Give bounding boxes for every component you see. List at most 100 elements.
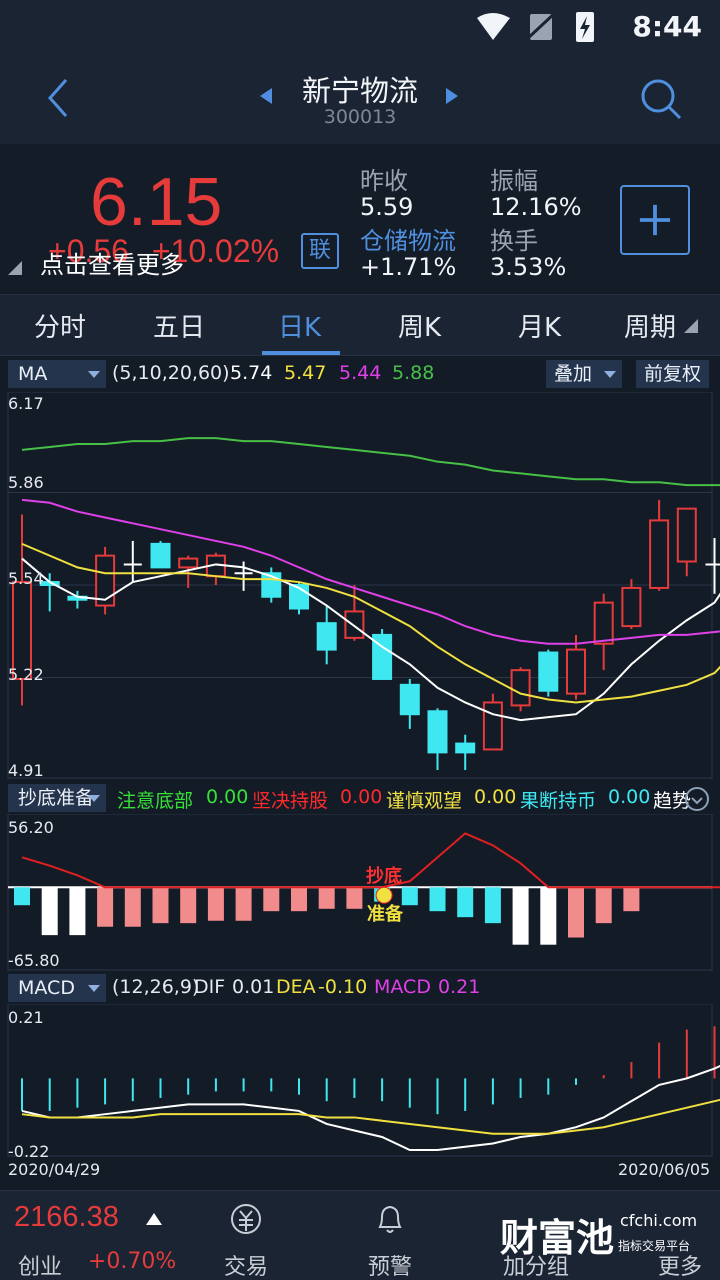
legend-cash-label: 果断持币 bbox=[520, 790, 597, 812]
ma-dropdown-label: MA bbox=[18, 363, 48, 385]
nav-more[interactable]: 更多 bbox=[630, 1191, 720, 1280]
next-stock-icon[interactable] bbox=[444, 86, 460, 106]
candle bbox=[95, 546, 116, 615]
index-value[interactable]: 2166.38 bbox=[14, 1201, 119, 1233]
chevron-down-icon bbox=[88, 795, 100, 802]
candle bbox=[150, 540, 171, 569]
tab-weekly-k[interactable]: 周K bbox=[398, 313, 442, 343]
watermark-subtitle: 指标交易平台 bbox=[618, 1239, 691, 1253]
tab-five-day[interactable]: 五日 bbox=[153, 313, 206, 343]
legend-watch-label: 谨慎观望 bbox=[386, 790, 463, 812]
candle-body bbox=[150, 542, 171, 569]
header: 新宁物流 300013 bbox=[0, 52, 720, 144]
up-arrow-icon bbox=[146, 1213, 162, 1225]
candle-body bbox=[344, 610, 365, 639]
candle bbox=[482, 693, 503, 751]
candle-body bbox=[593, 601, 614, 645]
candle-body bbox=[372, 633, 393, 680]
watermark-logo: 财富池 cfchi.com 指标交易平台 bbox=[500, 1207, 710, 1263]
expand-icon[interactable] bbox=[684, 786, 710, 812]
osc-bar bbox=[318, 887, 335, 909]
index-name[interactable]: 创业 bbox=[18, 1255, 63, 1280]
bottom-indicator-chart[interactable] bbox=[0, 814, 720, 972]
tab-monthly-k[interactable]: 月K bbox=[518, 313, 562, 343]
osc-bar bbox=[235, 887, 252, 921]
more-info-tip[interactable]: 点击查看更多 bbox=[40, 251, 184, 279]
status-icons bbox=[477, 10, 594, 42]
candle-body bbox=[621, 586, 642, 628]
macd-params: (12,26,9) bbox=[112, 976, 200, 998]
amplitude-label: 振幅 bbox=[490, 167, 538, 195]
dif-line bbox=[21, 1064, 720, 1151]
legend-hold-label: 坚决持股 bbox=[252, 790, 329, 812]
overlay-button[interactable]: 叠加 bbox=[546, 360, 622, 388]
candle bbox=[12, 514, 32, 706]
macd-chart[interactable] bbox=[0, 1004, 720, 1180]
prev-stock-icon[interactable] bbox=[258, 86, 274, 106]
search-icon[interactable] bbox=[636, 74, 684, 122]
candle bbox=[649, 499, 670, 591]
candle bbox=[205, 552, 226, 585]
overlay-label: 叠加 bbox=[554, 363, 593, 385]
prev-close-value: 5.59 bbox=[360, 193, 414, 221]
ma60-line bbox=[21, 437, 720, 487]
candle-body bbox=[649, 519, 670, 589]
candle bbox=[178, 555, 199, 588]
ma60-value: 5.88 bbox=[392, 362, 435, 384]
candle bbox=[261, 567, 282, 603]
signal-label-top: 抄底 bbox=[366, 866, 402, 887]
candle-body bbox=[482, 701, 503, 751]
osc-bar bbox=[97, 887, 114, 927]
ma-dropdown[interactable]: MA bbox=[8, 360, 106, 388]
candle bbox=[566, 634, 586, 700]
candle bbox=[455, 734, 476, 770]
corner-triangle-icon bbox=[8, 261, 22, 275]
link-badge[interactable]: 联 bbox=[301, 233, 339, 269]
osc-bar bbox=[540, 887, 557, 945]
chart-frame bbox=[7, 1004, 713, 1157]
ma5-line bbox=[21, 557, 720, 722]
back-icon[interactable] bbox=[36, 74, 84, 122]
candle bbox=[593, 593, 614, 671]
candle bbox=[676, 507, 697, 577]
add-watchlist-button[interactable] bbox=[620, 185, 690, 255]
date-start: 2020/04/29 bbox=[8, 1160, 101, 1179]
dea-value: -0.10 bbox=[318, 976, 368, 998]
chevron-down-icon bbox=[88, 985, 100, 992]
sector-label[interactable]: 仓储物流 bbox=[360, 227, 456, 255]
candlestick-chart[interactable] bbox=[0, 392, 720, 780]
candle bbox=[705, 538, 720, 594]
adjust-button[interactable]: 前复权 bbox=[636, 360, 710, 388]
legend-hold-value: 0.00 bbox=[340, 786, 383, 808]
dea-label: DEA bbox=[276, 976, 316, 998]
macd-y-bottom: -0.22 bbox=[8, 1142, 50, 1161]
candle-body bbox=[427, 710, 448, 754]
bottom-indicator-dropdown[interactable]: 抄底准备 bbox=[8, 784, 106, 812]
nav-alert[interactable]: 预警 bbox=[340, 1191, 440, 1280]
bottom-indicator-label: 抄底准备 bbox=[18, 787, 95, 809]
wifi-icon bbox=[477, 13, 510, 40]
legend-bottom-value: 0.00 bbox=[206, 786, 249, 808]
candle-body bbox=[455, 742, 476, 754]
osc-bar bbox=[595, 887, 612, 924]
candle bbox=[538, 649, 559, 697]
osc-bar bbox=[512, 887, 529, 945]
osc-bar bbox=[484, 887, 501, 924]
trade-icon bbox=[231, 1204, 261, 1234]
macd-dropdown[interactable]: MACD bbox=[8, 974, 106, 1002]
osc-y-top: 56.20 bbox=[8, 818, 54, 837]
nav-trade[interactable]: 交易 bbox=[196, 1191, 296, 1280]
osc-bar bbox=[401, 887, 418, 906]
nav-group[interactable]: 加分组 bbox=[486, 1191, 586, 1280]
nav-alert-label: 预警 bbox=[367, 1255, 412, 1280]
tab-daily-k[interactable]: 日K bbox=[278, 313, 322, 343]
osc-bar bbox=[429, 887, 446, 912]
stock-name: 新宁物流 bbox=[301, 74, 418, 108]
last-price: 6.15 bbox=[90, 164, 223, 240]
candle-body bbox=[399, 683, 420, 716]
tab-intraday[interactable]: 分时 bbox=[34, 313, 87, 343]
ma-header: MA (5,10,20,60) 5.74 5.47 5.44 5.88 叠加 前… bbox=[0, 358, 720, 390]
tab-period[interactable]: 周期 bbox=[624, 313, 677, 343]
change-percent: +10.02% bbox=[151, 233, 280, 269]
